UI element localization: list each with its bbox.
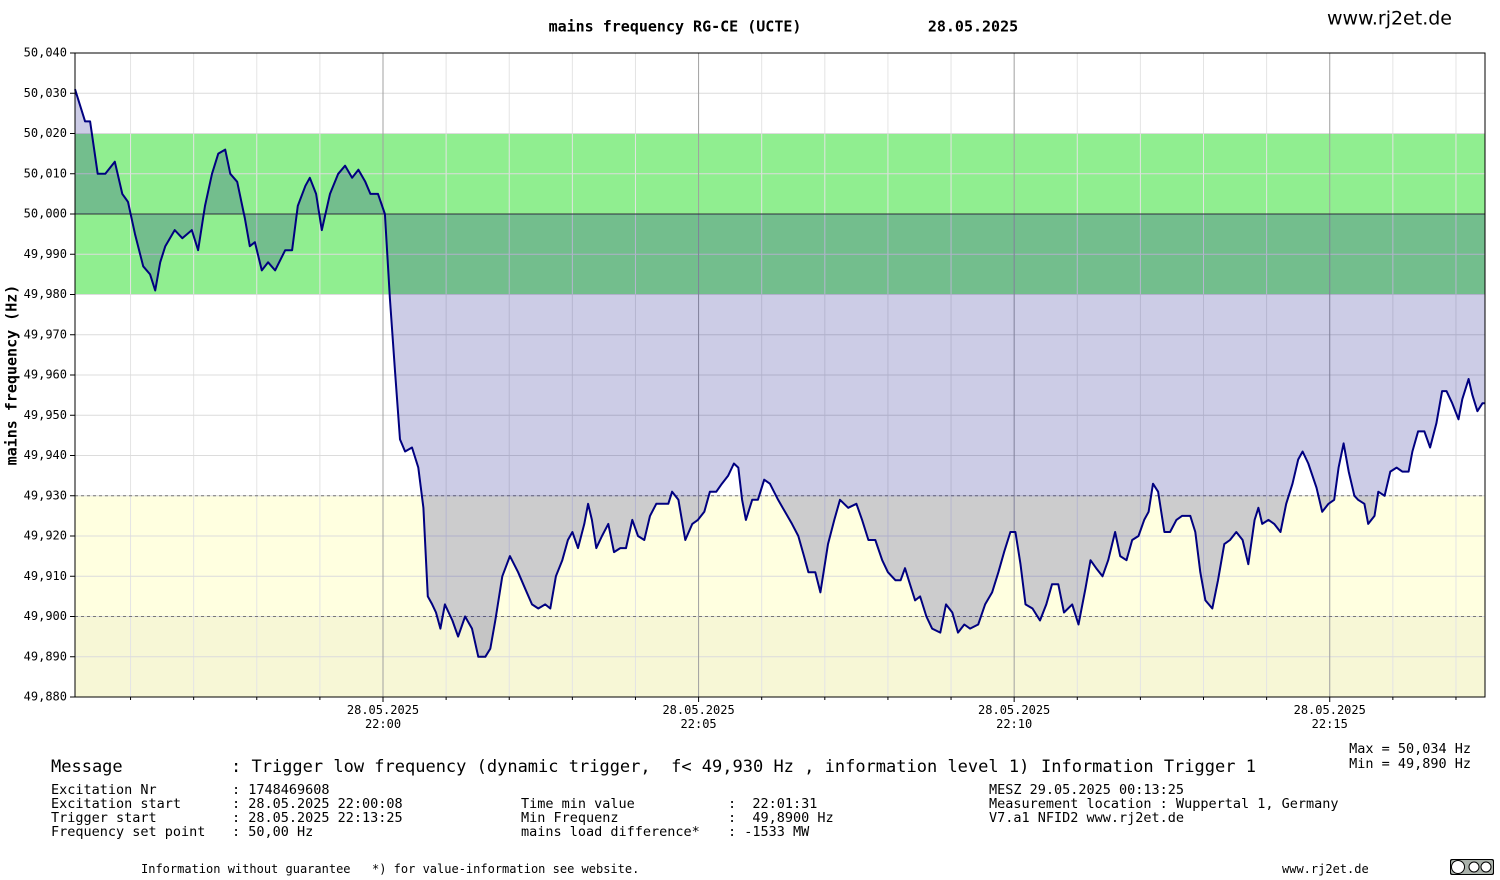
info-value: : 50,00 Hz (232, 824, 314, 840)
info-label: Excitation Nr (51, 782, 157, 798)
y-tick-label: 49,900 (24, 609, 67, 623)
x-tick-label: 28.05.2025 22:05 (662, 703, 735, 731)
y-tick-label: 49,950 (24, 408, 67, 422)
chart-date: 28.05.2025 (928, 18, 1018, 36)
y-tick-label: 49,930 (24, 488, 67, 502)
x-tick-label: 28.05.2025 22:15 (1293, 703, 1366, 731)
y-tick-label: 49,960 (24, 368, 67, 382)
y-tick-label: 50,000 (24, 207, 67, 221)
info-value: : 22:01:31 (728, 796, 818, 812)
info-label: Time min value (521, 796, 635, 812)
y-tick-label: 49,980 (24, 287, 67, 301)
info-label: Min Frequenz (521, 810, 619, 826)
site-footer: www.rj2et.de (1282, 862, 1369, 876)
info-label: Excitation start (51, 796, 182, 812)
y-tick-label: 49,970 (24, 327, 67, 341)
y-tick-label: 49,910 (24, 569, 67, 583)
message-label: Message (51, 757, 123, 777)
x-tick-label: 28.05.2025 22:00 (346, 703, 420, 731)
chart-title: mains frequency RG-CE (UCTE) (549, 18, 802, 36)
y-tick-label: 50,030 (24, 86, 67, 100)
site-name: www.rj2et.de (1327, 8, 1452, 30)
max-value: Max = 50,034 Hz (1349, 741, 1471, 757)
y-tick-label: 49,880 (24, 690, 67, 704)
info-label: Trigger start (51, 810, 157, 826)
note: *) for value-information see website. (372, 862, 640, 876)
info-value: : 49,8900 Hz (728, 810, 834, 826)
x-tick-label: 28.05.2025 22:10 (978, 703, 1051, 731)
info-label: Frequency set point (51, 824, 206, 840)
info-value: : 1748469608 (232, 782, 330, 798)
info-value: : -1533 MW (728, 824, 810, 840)
info-line: MESZ 29.05.2025 00:13:25 (989, 782, 1185, 798)
cc-icon (1450, 859, 1494, 875)
plot-frame (74, 52, 1486, 698)
y-tick-label: 50,020 (24, 126, 67, 140)
info-line: V7.a1 NFID2 www.rj2et.de (989, 810, 1185, 826)
y-tick-label: 49,990 (24, 247, 67, 261)
info-value: : 28.05.2025 22:00:08 (232, 796, 403, 812)
y-axis-label: mains frequency (Hz) (3, 285, 21, 466)
message: : Trigger low frequency (dynamic trigger… (231, 757, 1030, 777)
info-trigger: Information Trigger 1 (1041, 757, 1256, 777)
line (74, 88, 1485, 658)
disclaimer: Information without guarantee (141, 862, 351, 876)
info-line: Measurement location : Wuppertal 1, Germ… (989, 796, 1339, 812)
area-fill (75, 89, 1485, 657)
y-tick-label: 49,890 (24, 649, 67, 663)
y-tick-label: 50,040 (24, 46, 67, 60)
y-tick-label: 50,010 (24, 166, 67, 180)
y-tick-label: 49,940 (24, 448, 67, 462)
info-value: : 28.05.2025 22:13:25 (232, 810, 403, 826)
info-label: mains load difference* (521, 824, 700, 840)
plot-area (74, 52, 1485, 698)
min-value: Min = 49,890 Hz (1349, 756, 1471, 772)
y-tick-label: 49,920 (24, 529, 67, 543)
